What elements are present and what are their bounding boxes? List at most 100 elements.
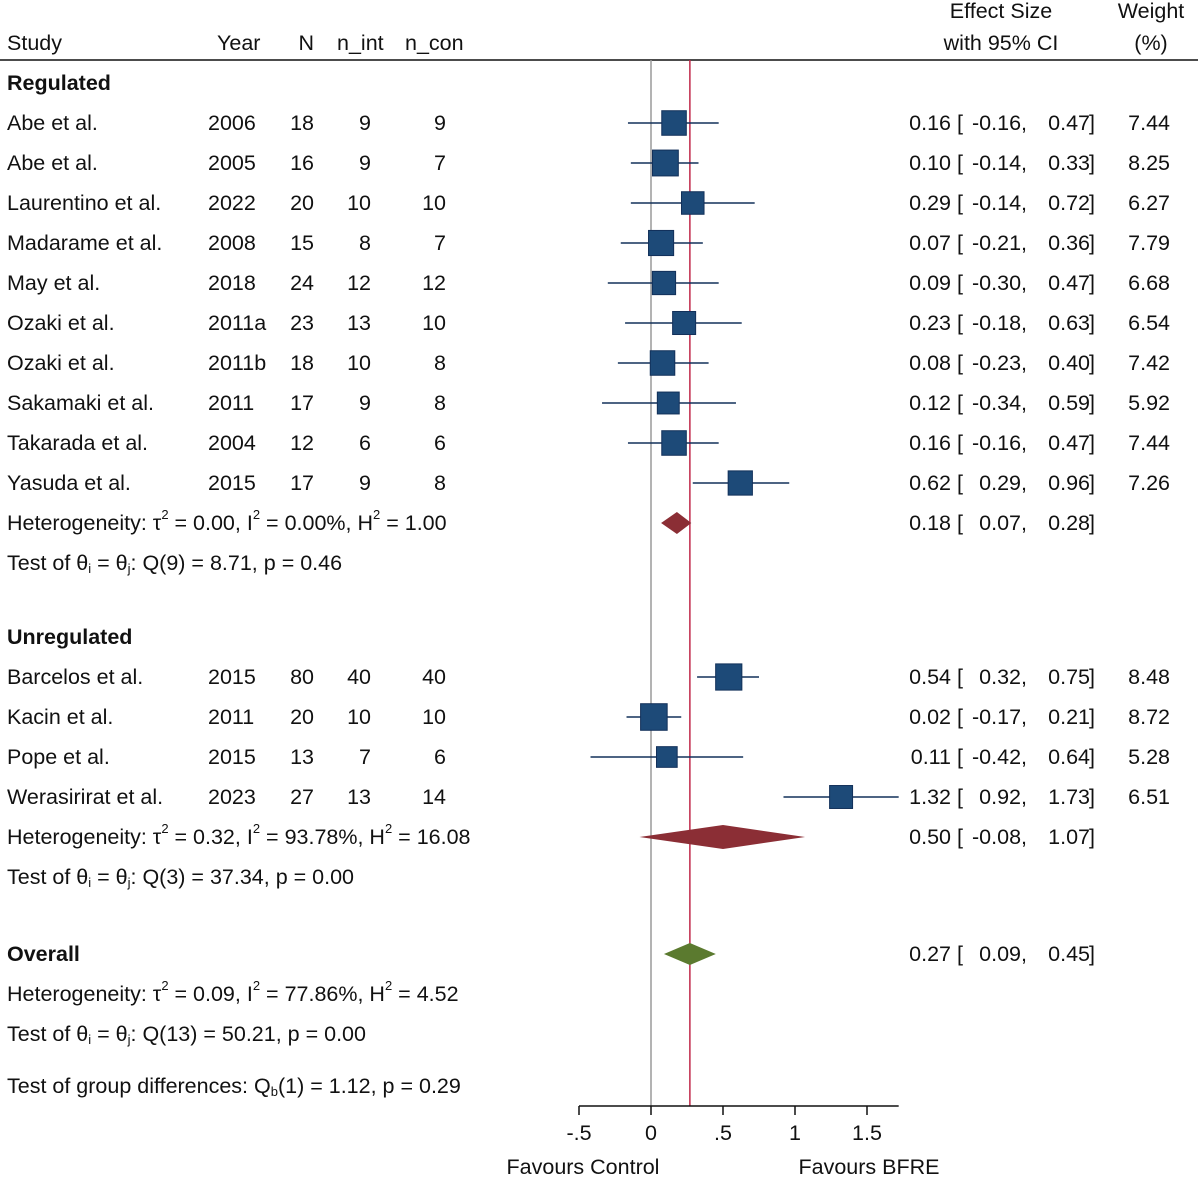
- overall-ci-bracket-close: ]: [1089, 942, 1095, 966]
- study-marker: [640, 703, 668, 731]
- study-row-weight: 7.26: [1128, 471, 1170, 495]
- header-weight-line2: (%): [1134, 31, 1167, 55]
- study-row-n-int: 9: [359, 391, 371, 415]
- header-es-line1: Effect Size: [950, 0, 1052, 23]
- header-weight-line1: Weight: [1118, 0, 1185, 23]
- study-row-year: 2011b: [208, 351, 266, 375]
- study-row-ci-bracket-open: [: [957, 391, 963, 415]
- study-row-n-con: 9: [434, 111, 446, 135]
- study-row-ci-hi: 0.59: [1048, 391, 1090, 415]
- study-row-name: Kacin et al.: [7, 705, 113, 729]
- study-row-weight: 5.28: [1128, 745, 1170, 769]
- group-difference-test: Test of group differences: Qb(1) = 1.12,…: [7, 1074, 461, 1099]
- study-row-ci-bracket-close: ]: [1089, 705, 1095, 729]
- study-marker: [651, 270, 677, 296]
- x-tick-label: 1: [789, 1121, 801, 1145]
- study-row-ci-bracket-close: ]: [1089, 271, 1095, 295]
- study-row-n: 20: [290, 191, 314, 215]
- study-row-weight: 8.25: [1128, 151, 1170, 175]
- header-study: Study: [7, 31, 62, 55]
- study-marker: [661, 430, 687, 456]
- study-row-n-con: 7: [434, 151, 446, 175]
- study-row-weight: 6.68: [1128, 271, 1170, 295]
- study-row-ci-es: 0.07: [909, 231, 951, 255]
- study-marker: [672, 310, 697, 336]
- study-row-n: 18: [290, 111, 314, 135]
- study-marker: [680, 191, 705, 215]
- study-row-n: 20: [290, 705, 314, 729]
- study-marker: [829, 785, 854, 809]
- study-row-ci-hi: 0.63: [1048, 311, 1090, 335]
- study-marker: [655, 746, 678, 768]
- x-tick-label: .5: [714, 1121, 732, 1145]
- study-row-n: 27: [290, 785, 314, 809]
- study-row-ci-bracket-open: [: [957, 745, 963, 769]
- header-n-con: n_con: [405, 31, 464, 55]
- study-row-ci-bracket-close: ]: [1089, 151, 1095, 175]
- group-regulated-pooled-diamond: [661, 512, 692, 534]
- study-row-ci-bracket-close: ]: [1089, 311, 1095, 335]
- study-row-ci-es: 0.54: [909, 665, 951, 689]
- study-row-ci-hi: 0.47: [1048, 111, 1090, 135]
- study-row-ci-es: 0.08: [909, 351, 951, 375]
- study-row-n: 16: [290, 151, 314, 175]
- study-row-n-int: 13: [347, 311, 371, 335]
- study-row-name: Madarame et al.: [7, 231, 162, 255]
- study-row-weight: 5.92: [1128, 391, 1170, 415]
- study-row-weight: 8.48: [1128, 665, 1170, 689]
- study-row-ci-es: 0.23: [909, 311, 951, 335]
- study-row-ci-hi: 0.36: [1048, 231, 1090, 255]
- overall-label: Overall: [7, 942, 80, 966]
- study-row-ci-bracket-close: ]: [1089, 111, 1095, 135]
- study-row-ci-es: 0.02: [909, 705, 951, 729]
- group-regulated-heterogeneity: Heterogeneity: τ2 = 0.00, I2 = 0.00%, H2…: [7, 507, 447, 536]
- study-row-ci-hi: 0.21: [1048, 705, 1090, 729]
- header-n-int: n_int: [337, 31, 384, 55]
- study-marker: [656, 391, 680, 415]
- study-row-name: Werasirirat et al.: [7, 785, 163, 809]
- study-row-year: 2018: [208, 271, 256, 295]
- group-unregulated-test: Test of θi = θj: Q(3) = 37.34, p = 0.00: [7, 865, 354, 890]
- group-regulated-label: Regulated: [7, 71, 111, 95]
- study-row-ci-bracket-close: ]: [1089, 785, 1095, 809]
- study-row-ci-bracket-open: [: [957, 431, 963, 455]
- study-row-year: 2011: [208, 391, 254, 415]
- study-row-ci-bracket-open: [: [957, 311, 963, 335]
- study-row-year: 2011: [208, 705, 254, 729]
- study-row-ci-bracket-open: [: [957, 351, 963, 375]
- overall-ci-lo: 0.09,: [979, 942, 1027, 966]
- study-row-year: 2005: [208, 151, 256, 175]
- study-row-ci-bracket-open: [: [957, 191, 963, 215]
- study-row-n-int: 10: [347, 191, 371, 215]
- study-row-weight: 8.72: [1128, 705, 1170, 729]
- group-unregulated-heterogeneity: Heterogeneity: τ2 = 0.32, I2 = 93.78%, H…: [7, 821, 471, 850]
- study-row-n-int: 40: [347, 665, 371, 689]
- study-row-ci-bracket-close: ]: [1089, 351, 1095, 375]
- study-row-weight: 7.42: [1128, 351, 1170, 375]
- overall-test: Test of θi = θj: Q(13) = 50.21, p = 0.00: [7, 1022, 366, 1047]
- study-row-ci-lo: 0.29,: [979, 471, 1027, 495]
- header-n: N: [298, 31, 314, 55]
- study-row-n: 15: [290, 231, 314, 255]
- study-marker: [651, 149, 679, 177]
- study-row-year: 2004: [208, 431, 256, 455]
- group-unregulated-label: Unregulated: [7, 625, 132, 649]
- study-row-n-con: 40: [422, 665, 446, 689]
- study-row-ci-lo: -0.17,: [972, 705, 1027, 729]
- study-row-n-int: 7: [359, 745, 371, 769]
- group-regulated-pooled-ci-es: 0.18: [909, 511, 951, 535]
- study-row-name: Sakamaki et al.: [7, 391, 154, 415]
- study-row-n: 17: [290, 471, 314, 495]
- study-row-ci-es: 0.16: [909, 111, 951, 135]
- study-row-weight: 6.51: [1128, 785, 1170, 809]
- study-row-ci-es: 0.16: [909, 431, 951, 455]
- study-row-ci-lo: 0.32,: [979, 665, 1027, 689]
- group-regulated-pooled-ci-bracket-open: [: [957, 511, 963, 535]
- study-row-n: 80: [290, 665, 314, 689]
- study-row-name: Barcelos et al.: [7, 665, 143, 689]
- study-row-n: 12: [290, 431, 314, 455]
- study-row-ci-es: 0.10: [909, 151, 951, 175]
- overall-diamond: [663, 943, 716, 965]
